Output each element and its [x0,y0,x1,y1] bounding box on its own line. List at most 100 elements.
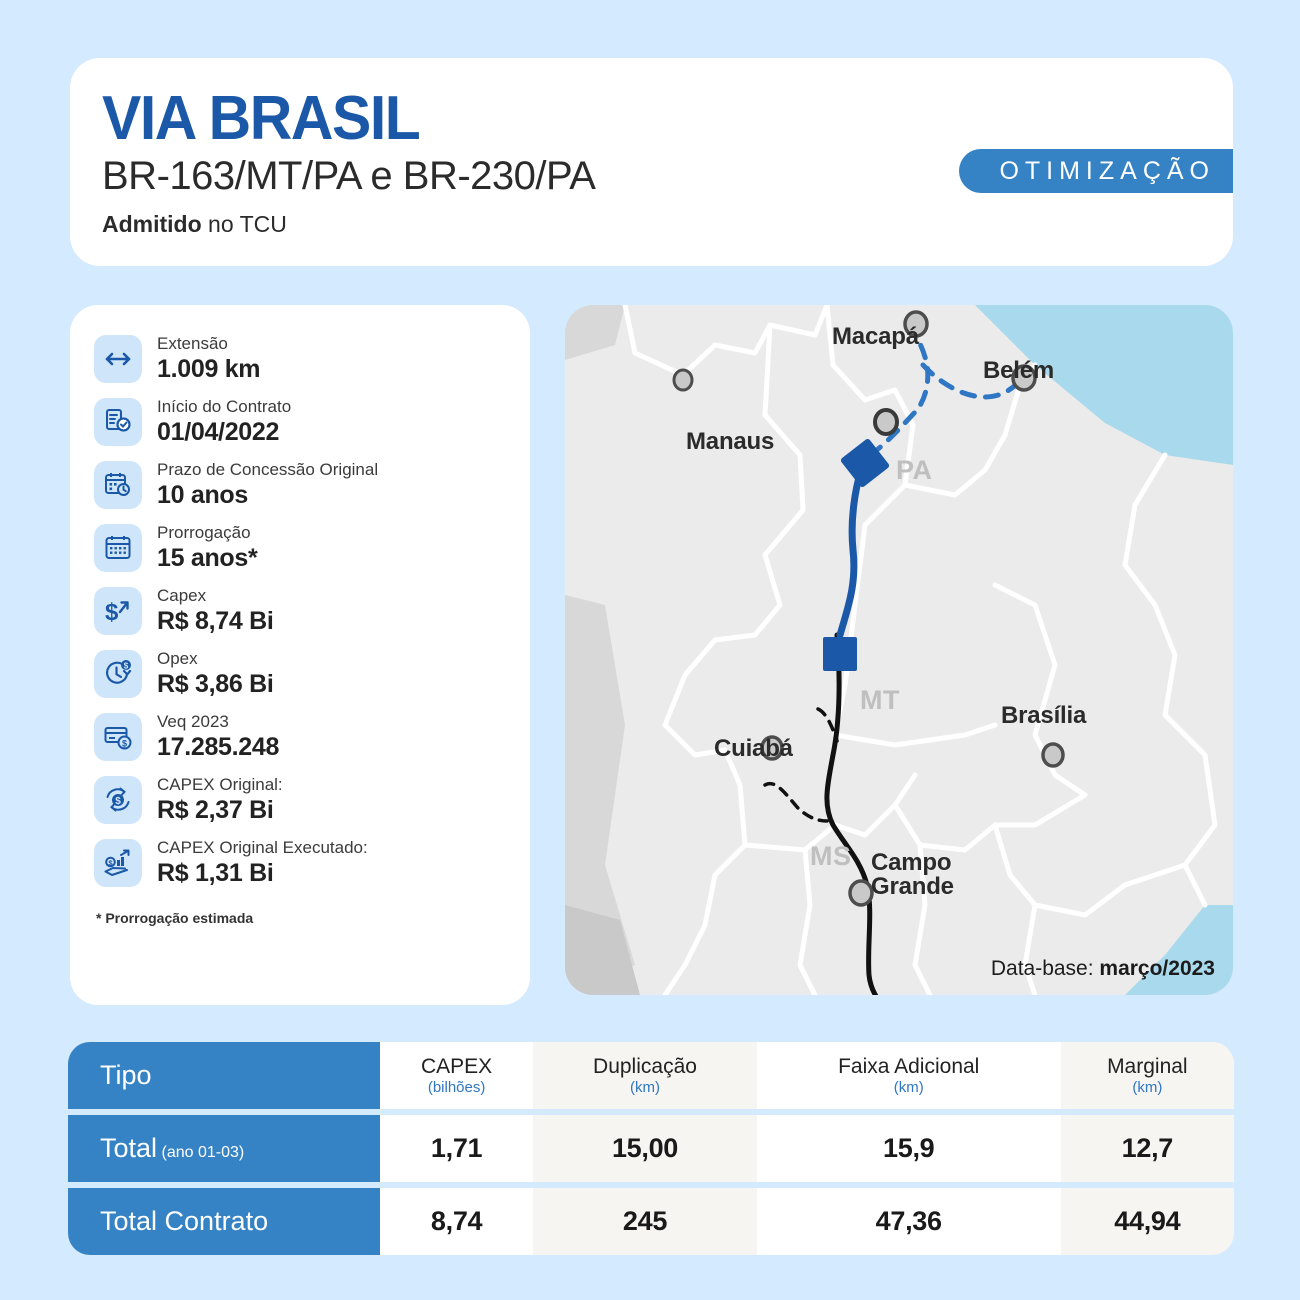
map-neighbour-nw [565,305,625,360]
stat-label: CAPEX Original: [157,774,283,794]
stat-value: R$ 2,37 Bi [157,796,274,825]
row-label-main: Total Contrato [100,1206,269,1236]
city-dot-macapa [903,310,929,338]
summary-table: Tipo CAPEX (bilhões) Duplicação (km) Fai… [68,1036,1234,1261]
stat-row: $ CAPEX Original Executado: R$ 1,31 Bi [94,831,506,894]
stat-label: Prorrogação [157,522,251,542]
city-dot-campo-grande [848,879,874,907]
clock-dollar-icon: $ [94,649,142,698]
stat-value: 10 anos [157,481,249,510]
state-label-ms: MS [810,841,852,871]
cell-total-marginal: 12,7 [1060,1115,1234,1182]
stat-label: Extensão [157,333,228,353]
stat-value: 1.009 km [157,355,261,384]
city-label-manaus: Manaus [686,428,775,455]
table-header-faixa-label: Faixa Adicional [838,1054,980,1078]
status-text-rest: no TCU [201,210,287,237]
stat-row: $ Capex R$ 8,74 Bi [94,579,506,642]
table-row-label-total: Total (ano 01-03) [68,1115,380,1182]
table-row: Total Contrato 8,74 245 47,36 44,94 [68,1188,1234,1255]
calendar-clock-icon [94,460,142,509]
stat-value: 01/04/2022 [157,418,280,447]
stats-card: Extensão 1.009 km Início do Contrato 01/… [70,305,530,1005]
stat-row: Extensão 1.009 km [94,327,506,390]
cell-total-duplicacao: 15,00 [533,1115,757,1182]
svg-text:$: $ [115,796,121,807]
cell-contrato-faixa: 47,36 [756,1188,1061,1255]
stat-value: R$ 8,74 Bi [157,607,274,636]
stat-value: 15 anos* [157,544,258,573]
stat-row: Prorrogação 15 anos* [94,516,506,579]
table-header-marginal-label: Marginal [1107,1054,1188,1078]
svg-text:$: $ [124,661,129,670]
route-blue-main [836,466,865,639]
extension-arrow-icon [94,334,142,383]
row-label-main: Total [100,1133,158,1163]
city-dot-cuiaba [760,735,784,761]
table-header-duplicacao: Duplicação (km) [533,1042,757,1109]
route-marker-north [840,438,890,488]
state-label-mt: MT [860,685,900,715]
table-header-capex: CAPEX (bilhões) [380,1042,534,1109]
dashed-route-cuiaba [763,781,829,823]
table-header-capex-unit: (bilhões) [427,1078,486,1096]
map-card: Data-base: março/2023 [565,305,1233,995]
highway-black-south [824,632,879,995]
cell-total-capex: 1,71 [380,1115,534,1182]
city-dot-manaus [672,368,694,392]
header-text-block: VIA BRASIL BR-163/MT/PA e BR-230/PA Admi… [102,88,596,238]
row-label-sub: (ano 01-03) [157,1144,245,1161]
city-label-belem: Belém [983,357,1055,384]
table-header-duplicacao-label: Duplicação [593,1054,697,1078]
route-dashed-belem [920,362,1023,400]
dollar-refresh-icon: $ [94,775,142,824]
map-caption-prefix: Data-base: [990,957,1100,980]
route-dashed-macapa [867,324,931,458]
table-header-capex-label: CAPEX [421,1054,493,1078]
contract-document-icon [94,397,142,446]
table-row: Total (ano 01-03) 1,71 15,00 15,9 12,7 [68,1115,1234,1182]
city-label-cuiaba: Cuiabá [714,735,793,762]
city-label-macapa: Macapá [832,323,919,350]
city-label-campo-grande: Campo Grande [871,849,954,900]
cell-contrato-duplicacao: 245 [533,1188,757,1255]
footnote: * Prorrogação estimada [96,910,254,926]
table-header-duplicacao-unit: (km) [629,1078,660,1096]
stat-label: CAPEX Original Executado: [157,837,368,857]
hand-money-growth-icon: $ [94,838,142,887]
stat-row: Prazo de Concessão Original 10 anos [94,453,506,516]
status-text: Admitido no TCU [102,211,595,238]
stat-row: $ Veq 2023 17.285.248 [94,705,506,768]
table-header-row: Tipo CAPEX (bilhões) Duplicação (km) Fai… [68,1042,1234,1109]
stat-row: Início do Contrato 01/04/2022 [94,390,506,453]
cell-contrato-marginal: 44,94 [1060,1188,1234,1255]
state-label-pa: PA [896,455,933,485]
cell-contrato-capex: 8,74 [380,1188,534,1255]
city-label-brasilia: Brasília [1001,702,1087,729]
city-dot-brasilia [1041,742,1065,768]
svg-text:$: $ [122,738,127,748]
stat-value: R$ 3,86 Bi [157,670,274,699]
map-sea-north [975,305,1233,465]
map-caption: Data-base: março/2023 [991,957,1215,981]
table-header-marginal: Marginal (km) [1060,1042,1234,1109]
stat-value: 17.285.248 [157,733,280,762]
dollar-arrow-up-icon: $ [94,586,142,635]
map-sea-southeast [1125,905,1233,995]
page-subtitle: BR-163/MT/PA e BR-230/PA [102,153,596,198]
map-neighbour-sw [565,905,640,995]
map-caption-value: março/2023 [1099,957,1215,980]
route-marker-south [823,637,857,671]
stat-label: Veq 2023 [157,711,229,731]
table-header-marginal-unit: (km) [1132,1078,1163,1096]
cell-total-faixa: 15,9 [756,1115,1061,1182]
svg-text:$: $ [108,858,113,867]
status-text-bold: Admitido [102,210,202,237]
table-header-tipo-label: Tipo [100,1060,152,1090]
stat-value: R$ 1,31 Bi [157,859,274,888]
stat-label: Capex [157,585,207,605]
table-row-label-total-contrato: Total Contrato [68,1188,380,1255]
stat-row: $ Opex R$ 3,86 Bi [94,642,506,705]
data-table: Tipo CAPEX (bilhões) Duplicação (km) Fai… [68,1036,1234,1261]
status-badge: OTIMIZAÇÃO [959,149,1233,193]
